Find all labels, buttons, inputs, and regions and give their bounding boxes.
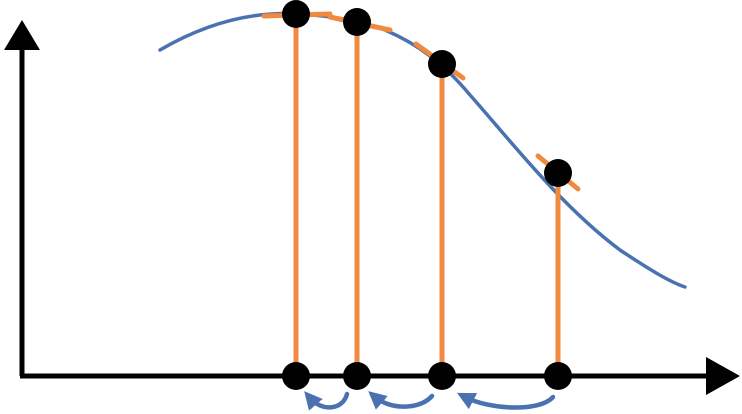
axis-point-3: [428, 362, 456, 390]
return-arrow-2: [368, 391, 435, 410]
return-arrow-1: [304, 391, 350, 411]
axis-point-2: [343, 362, 371, 390]
axis-point-4: [544, 362, 572, 390]
curve-point-3: [428, 50, 456, 78]
curve-point-1: [282, 0, 310, 28]
curve-point-2: [343, 8, 371, 36]
return-arrow-3: [457, 392, 556, 410]
curve: [158, 11, 687, 289]
axis-point-1: [282, 362, 310, 390]
stems: [293, 16, 561, 375]
return-arrows: [304, 391, 556, 411]
curve-points: [282, 0, 572, 187]
axes: [4, 20, 740, 395]
y-axis-arrowhead: [4, 20, 40, 50]
curve-point-4: [544, 159, 572, 187]
axis-points: [282, 362, 572, 390]
x-axis-arrowhead: [706, 357, 740, 395]
